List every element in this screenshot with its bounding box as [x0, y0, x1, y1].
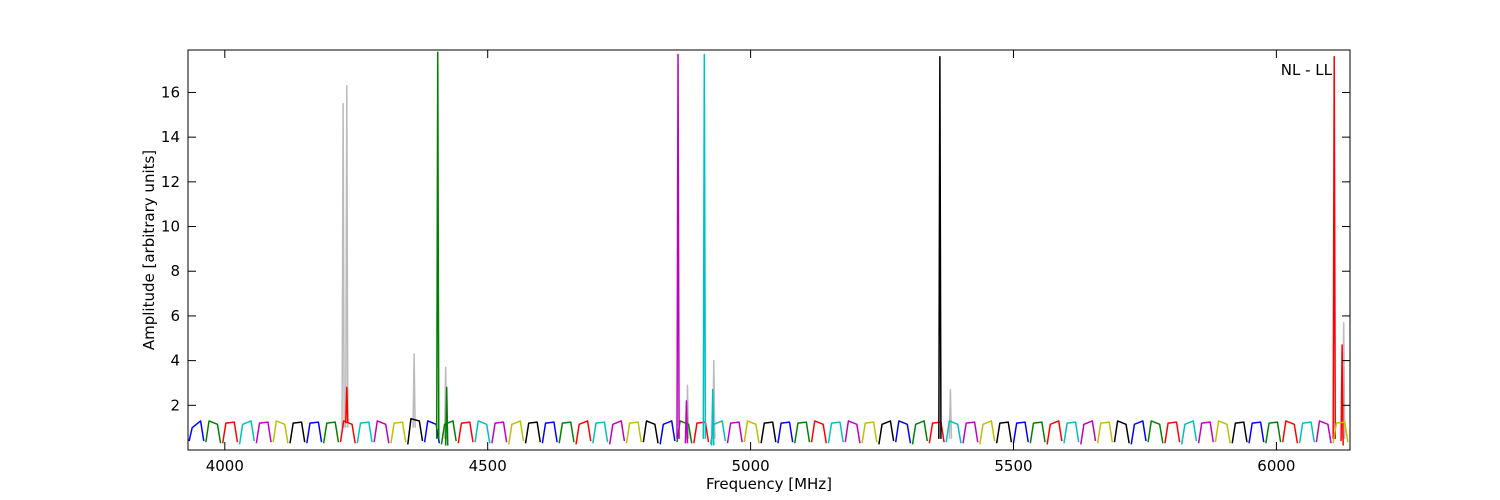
series-line — [238, 53, 1315, 446]
series-line — [289, 55, 1248, 445]
x-axis-label: Frequency [MHz] — [706, 475, 832, 493]
y-tick-label: 10 — [161, 218, 180, 236]
x-tick-label: 5000 — [732, 457, 770, 475]
y-tick-label: 6 — [170, 307, 180, 325]
y-tick-label: 16 — [161, 83, 180, 101]
x-tick-label: 5500 — [994, 457, 1032, 475]
y-tick-label: 12 — [161, 173, 180, 191]
y-tick-label: 2 — [170, 396, 180, 414]
x-tick-label: 4500 — [469, 457, 507, 475]
y-tick-label: 14 — [161, 128, 180, 146]
x-tick-label: 4000 — [206, 457, 244, 475]
plot-frame — [187, 49, 1351, 451]
series-line — [341, 85, 1346, 439]
series-line — [205, 51, 1282, 446]
series-line — [272, 420, 1349, 445]
annotation: NL - LL — [1281, 61, 1333, 79]
y-axis-label: Amplitude [arbitrary units] — [140, 150, 158, 350]
series-line — [255, 53, 1332, 445]
series-line — [221, 55, 1344, 446]
y-tick-label: 8 — [170, 262, 180, 280]
y-tick-label: 4 — [170, 352, 180, 370]
plot-area — [188, 51, 1349, 446]
x-tick-label: 6000 — [1257, 457, 1295, 475]
series-line — [188, 420, 1265, 445]
